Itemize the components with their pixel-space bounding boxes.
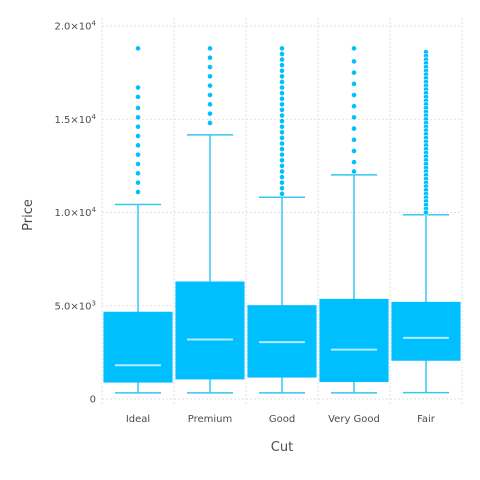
outlier-point xyxy=(135,151,141,158)
outlier-point xyxy=(135,105,141,111)
x-tick-label: Good xyxy=(269,414,295,425)
outlier-point xyxy=(279,51,285,57)
outlier-point xyxy=(279,84,285,91)
outlier-point xyxy=(279,62,285,69)
y-tick-label: 1.0×104 xyxy=(55,206,97,219)
outlier-point xyxy=(135,142,141,149)
outlier-point xyxy=(135,45,141,52)
outlier-point xyxy=(279,185,285,192)
outlier-point xyxy=(207,64,213,70)
box-group-good xyxy=(247,45,317,394)
outlier-point xyxy=(279,162,285,169)
outlier-point xyxy=(279,73,285,80)
box-group-fair xyxy=(391,49,461,394)
outlier-point xyxy=(135,123,141,130)
outlier-point xyxy=(351,92,357,98)
outlier-point xyxy=(279,168,285,175)
box-group-very-good xyxy=(319,45,389,394)
outlier-point xyxy=(351,159,357,166)
iqr-box xyxy=(319,298,389,383)
outlier-point xyxy=(135,133,141,139)
outlier-point xyxy=(279,157,285,164)
outlier-point xyxy=(135,179,141,186)
outlier-point xyxy=(351,103,357,110)
outlier-point xyxy=(135,189,141,195)
outlier-point xyxy=(351,69,357,76)
y-tick-label: 1.5×104 xyxy=(55,113,97,126)
outlier-point xyxy=(279,56,285,63)
iqr-box xyxy=(103,311,173,383)
outlier-point xyxy=(207,82,213,89)
x-tick-label: Premium xyxy=(188,414,233,425)
outlier-point xyxy=(207,110,213,117)
outlier-point xyxy=(279,79,285,85)
outlier-point xyxy=(279,151,285,158)
outlier-point xyxy=(351,114,357,121)
outlier-point xyxy=(279,112,285,119)
outlier-point xyxy=(279,140,285,147)
outlier-point xyxy=(351,136,357,143)
outlier-point xyxy=(351,125,357,132)
outlier-point xyxy=(351,80,357,87)
outlier-point xyxy=(279,118,285,125)
outlier-point xyxy=(351,45,357,52)
outlier-point xyxy=(351,148,357,154)
outlier-point xyxy=(135,84,141,91)
outlier-point xyxy=(135,114,141,121)
grid-layer xyxy=(101,18,463,404)
y-tick-label: 0 xyxy=(90,395,96,406)
x-axis-title: Cut xyxy=(271,440,293,455)
outlier-point xyxy=(279,45,285,52)
x-tick-label: Very Good xyxy=(328,414,380,425)
outlier-point xyxy=(279,174,285,180)
outlier-point xyxy=(279,190,285,197)
box-group-ideal xyxy=(103,45,173,394)
outlier-point xyxy=(279,101,285,108)
outlier-point xyxy=(135,170,141,177)
y-tick-label: 2.0×104 xyxy=(55,20,97,33)
outlier-point xyxy=(279,146,285,152)
outlier-point xyxy=(279,179,285,186)
iqr-box xyxy=(391,301,461,361)
marks-layer xyxy=(103,45,461,394)
ticks-layer: 0 5.0×103 1.0×104 1.5×104 2.0×104 Ideal Premiu… xyxy=(55,20,436,426)
outlier-point xyxy=(279,123,285,130)
outlier-point xyxy=(207,120,213,126)
outlier-point xyxy=(279,67,285,74)
outlier-point xyxy=(135,161,141,167)
y-tick-label: 5.0×103 xyxy=(55,299,96,312)
outlier-point xyxy=(207,101,213,108)
box-group-premium xyxy=(175,45,245,394)
iqr-box xyxy=(175,281,245,380)
outlier-point xyxy=(279,90,285,97)
outlier-point xyxy=(279,129,285,136)
y-axis-title: Price xyxy=(21,199,36,231)
outlier-point xyxy=(423,209,429,216)
outlier-point xyxy=(135,93,141,100)
outlier-point xyxy=(279,95,285,102)
outlier-point xyxy=(279,107,285,113)
outlier-point xyxy=(207,45,213,52)
outlier-point xyxy=(207,54,213,61)
outlier-point xyxy=(279,134,285,141)
x-tick-label: Fair xyxy=(417,414,436,425)
outlier-point xyxy=(351,168,357,175)
x-tick-label: Ideal xyxy=(126,414,150,425)
outlier-point xyxy=(207,73,213,80)
outlier-point xyxy=(351,58,357,65)
outlier-point xyxy=(207,92,213,98)
